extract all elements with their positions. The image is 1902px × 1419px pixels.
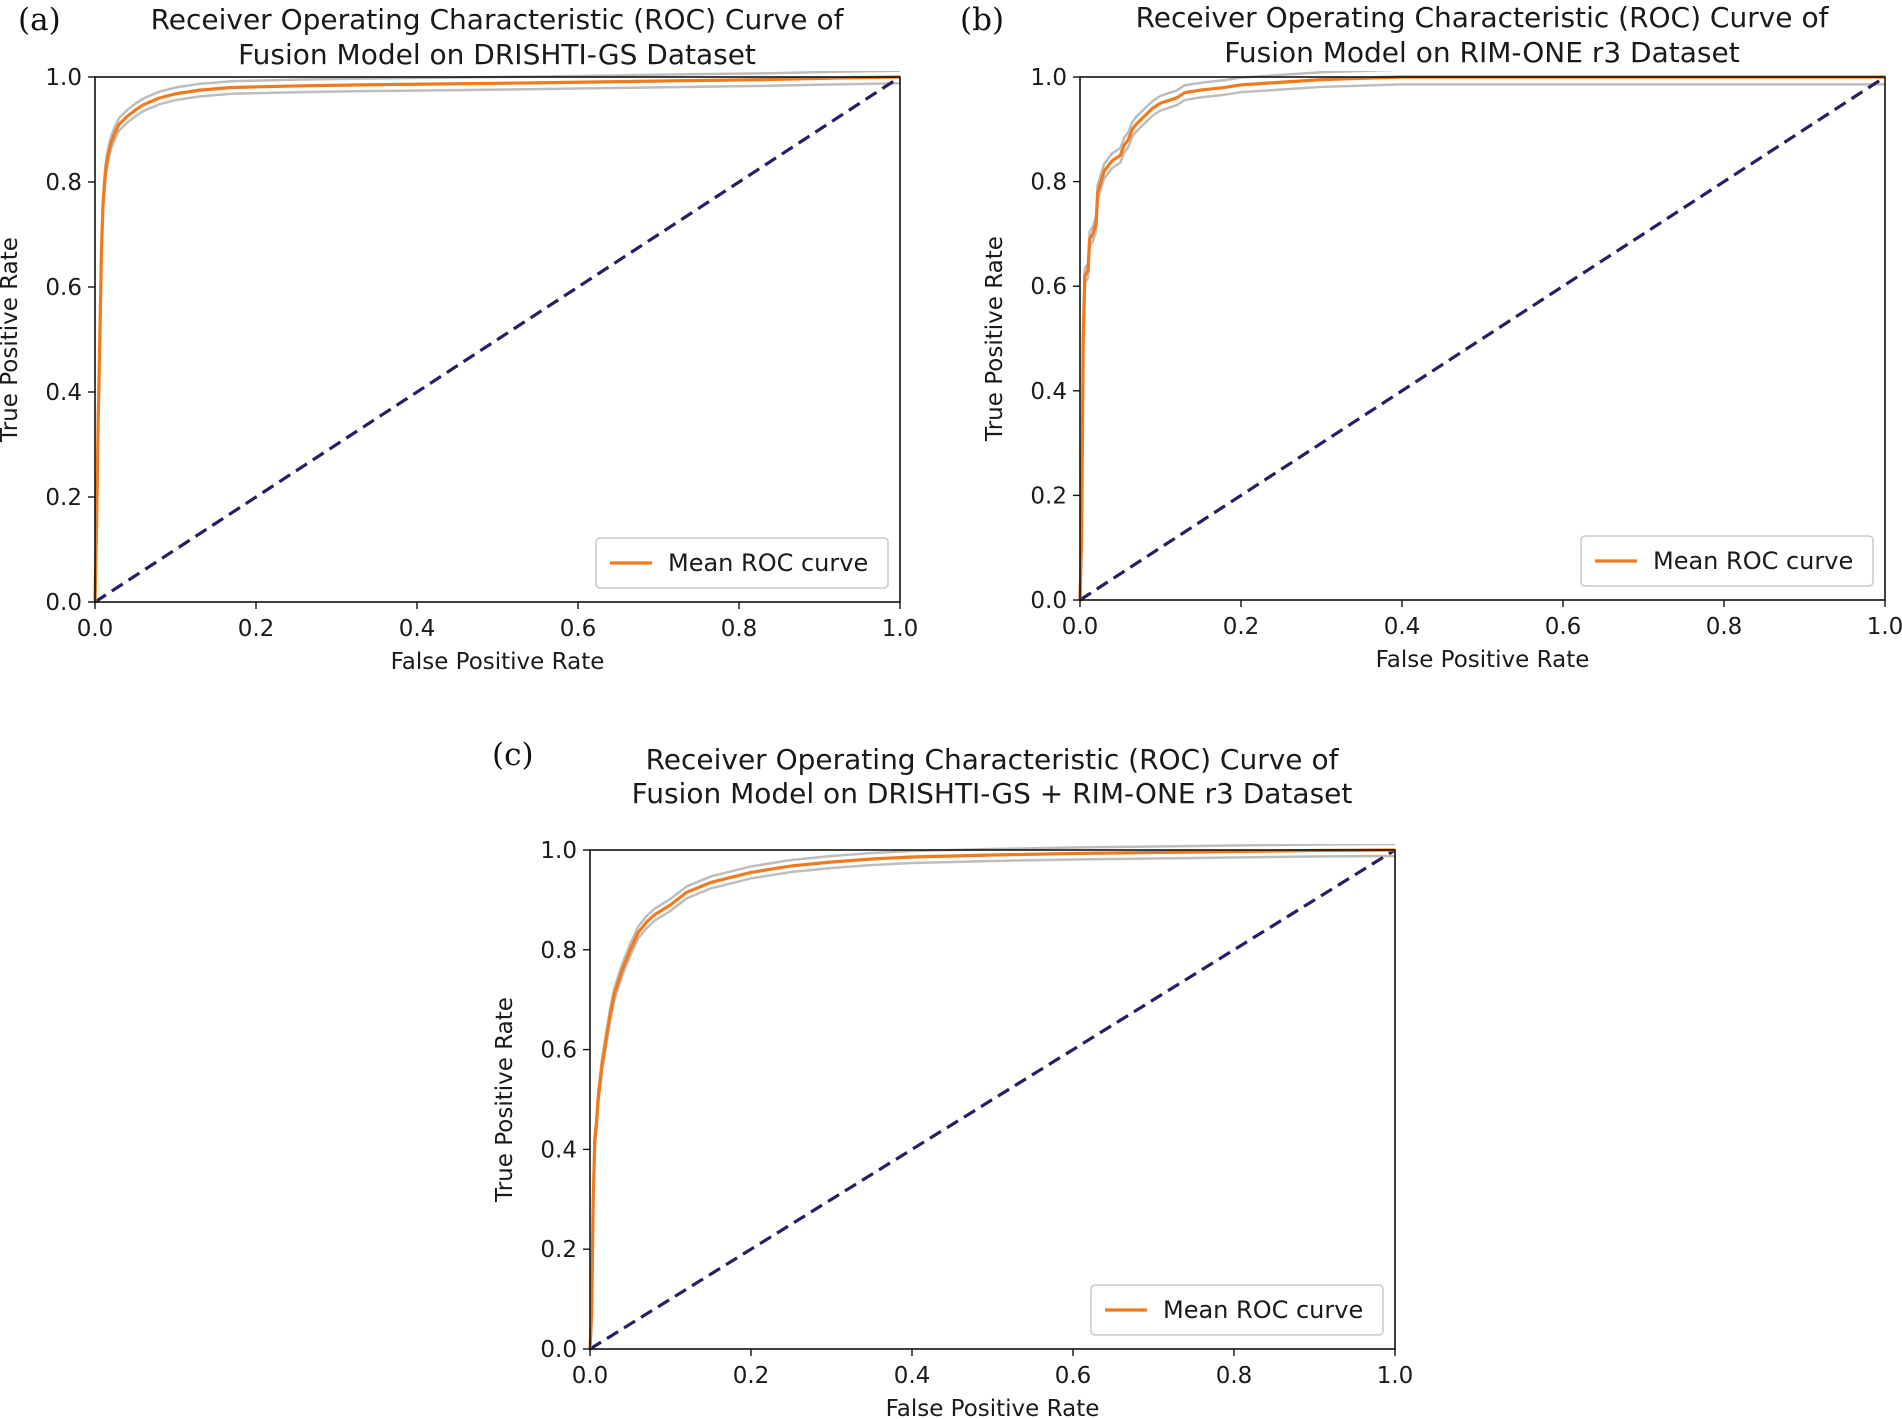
x-tick-label: 0.2	[1223, 614, 1260, 640]
plot-data-group	[93, 71, 901, 604]
x-tick-label: 0.0	[572, 1363, 609, 1389]
panel-label: (c)	[492, 737, 534, 773]
roc-chart-c: (c) Receiver Operating Characteristic (RO…	[492, 737, 1414, 1419]
x-tick-label: 0.2	[733, 1363, 770, 1389]
chart-title-line: Receiver Operating Characteristic (ROC) …	[151, 3, 845, 36]
roc-panel-a: (a) Receiver Operating Characteristic (RO…	[0, 0, 940, 690]
x-tick-label: 0.6	[1055, 1363, 1092, 1389]
roc-panel-b: (b) Receiver Operating Characteristic (RO…	[950, 0, 1902, 690]
y-tick-label: 0.0	[1030, 588, 1067, 614]
chart-title-line: Fusion Model on DRISHTI-GS Dataset	[238, 38, 756, 71]
roc-panel-c: (c) Receiver Operating Characteristic (RO…	[480, 730, 1430, 1419]
roc-chart-b: (b) Receiver Operating Characteristic (RO…	[960, 1, 1902, 673]
x-tick-label: 1.0	[882, 616, 919, 642]
roc-band-lower	[93, 82, 901, 604]
x-tick-label: 0.4	[894, 1363, 931, 1389]
y-tick-label: 0.4	[1030, 379, 1067, 405]
roc-band-lower	[588, 854, 1396, 1351]
chart-title-line: Receiver Operating Characteristic (ROC) …	[646, 743, 1340, 776]
panel-label: (a)	[18, 2, 61, 38]
y-tick-label: 0.4	[45, 380, 82, 406]
y-tick-label: 0.4	[540, 1137, 577, 1163]
y-tick-label: 0.6	[540, 1038, 577, 1064]
y-tick-label: 1.0	[1030, 65, 1067, 91]
x-tick-label: 0.8	[1216, 1363, 1253, 1389]
plot-frame	[1079, 76, 1886, 601]
chance-line	[1079, 75, 1886, 602]
plot-frame	[94, 76, 901, 603]
x-axis-label: False Positive Rate	[391, 649, 605, 675]
x-tick-label: 0.2	[238, 616, 275, 642]
x-tick-label: 0.4	[399, 616, 436, 642]
x-tick-label: 0.6	[1545, 614, 1582, 640]
plot-frame	[589, 849, 1396, 1350]
y-tick-label: 1.0	[45, 65, 82, 91]
plot-data-group	[1078, 71, 1886, 602]
roc-band-upper	[588, 844, 1396, 1344]
y-tick-label: 0.8	[45, 170, 82, 196]
roc-band-upper	[93, 71, 901, 596]
x-axis-label: False Positive Rate	[886, 1396, 1100, 1419]
panel-label: (b)	[960, 2, 1004, 38]
legend: Mean ROC curve	[595, 537, 889, 589]
mean-roc-curve	[588, 848, 1396, 1350]
y-tick-label: 0.6	[45, 275, 82, 301]
x-tick-label: 0.6	[560, 616, 597, 642]
legend-box	[1580, 535, 1874, 587]
y-tick-label: 0.6	[1030, 274, 1067, 300]
legend-box	[595, 537, 889, 589]
legend-entry-label: Mean ROC curve	[668, 549, 868, 577]
y-tick-label: 0.2	[45, 485, 82, 511]
mean-roc-curve	[1078, 75, 1885, 601]
x-tick-label: 0.0	[77, 616, 114, 642]
y-tick-label: 1.0	[540, 838, 577, 864]
chance-line	[94, 75, 901, 604]
x-tick-label: 0.8	[721, 616, 758, 642]
y-axis-label: True Positive Rate	[492, 997, 518, 1203]
x-tick-label: 0.8	[1706, 614, 1743, 640]
y-tick-label: 0.8	[1030, 170, 1067, 196]
plot-data-group	[588, 844, 1396, 1351]
y-tick-label: 0.0	[540, 1337, 577, 1363]
mean-roc-curve	[93, 75, 901, 603]
x-tick-label: 1.0	[1867, 614, 1902, 640]
x-axis-label: False Positive Rate	[1376, 647, 1590, 673]
roc-band-upper	[1078, 71, 1400, 593]
y-tick-label: 0.8	[540, 938, 577, 964]
roc-chart-a: (a) Receiver Operating Characteristic (RO…	[0, 2, 919, 675]
x-tick-label: 1.0	[1377, 1363, 1414, 1389]
legend-entry-label: Mean ROC curve	[1653, 547, 1853, 575]
chart-title-line: Receiver Operating Characteristic (ROC) …	[1136, 1, 1830, 34]
y-tick-label: 0.0	[45, 590, 82, 616]
x-tick-label: 0.4	[1384, 614, 1421, 640]
chart-title-line: Fusion Model on DRISHTI-GS + RIM-ONE r3 …	[632, 777, 1353, 810]
chance-line	[589, 848, 1396, 1351]
legend-entry-label: Mean ROC curve	[1163, 1296, 1363, 1324]
legend-box	[1090, 1284, 1384, 1336]
y-tick-label: 0.2	[1030, 483, 1067, 509]
legend: Mean ROC curve	[1090, 1284, 1384, 1336]
chart-title-line: Fusion Model on RIM-ONE r3 Dataset	[1224, 36, 1739, 69]
y-axis-label: True Positive Rate	[982, 236, 1008, 442]
y-tick-label: 0.2	[540, 1237, 577, 1263]
y-axis-label: True Positive Rate	[0, 237, 23, 443]
roc-band-lower	[1078, 83, 1885, 602]
legend: Mean ROC curve	[1580, 535, 1874, 587]
x-tick-label: 0.0	[1062, 614, 1099, 640]
